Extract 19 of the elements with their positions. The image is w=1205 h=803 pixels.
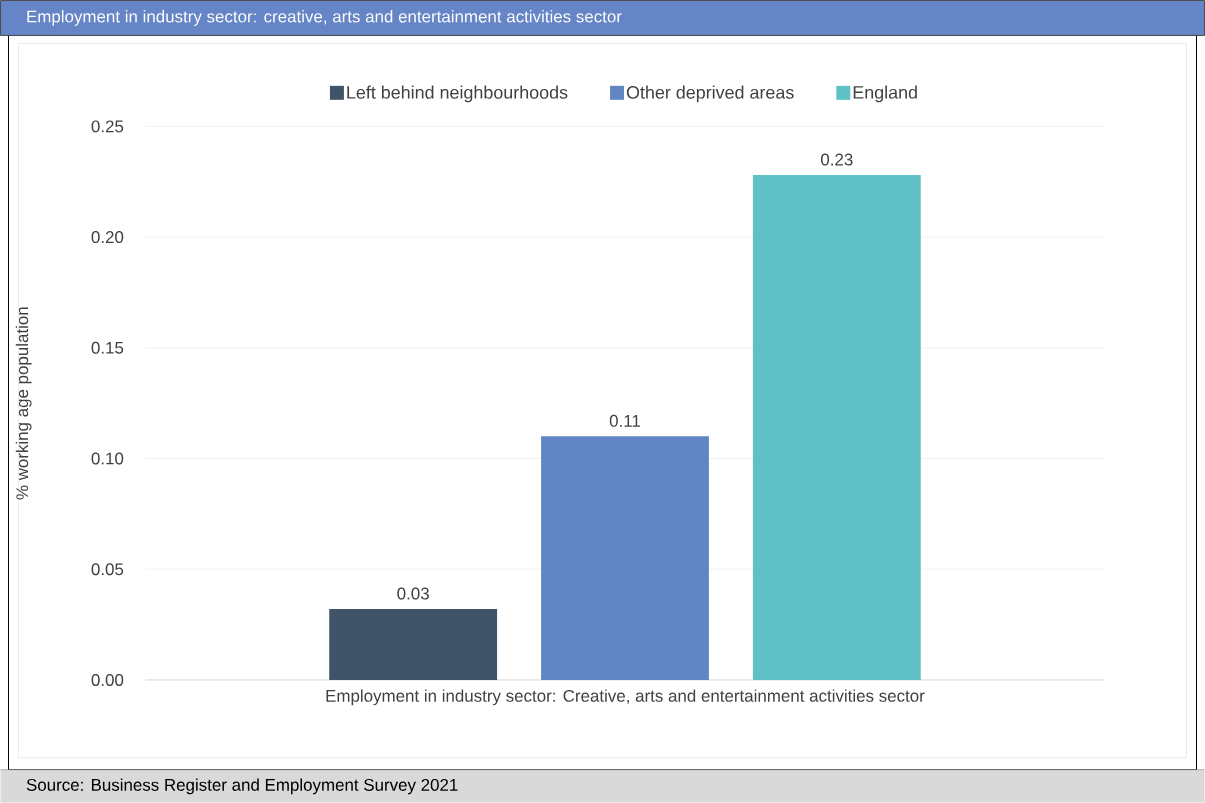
data-label: 0.23 bbox=[821, 153, 853, 166]
legend-label: Left behind neighbourhoods bbox=[347, 85, 568, 103]
y-axis-title: % working age population bbox=[15, 307, 32, 500]
y-tick-label: 0.20 bbox=[91, 231, 124, 244]
y-tick-label: 0.10 bbox=[91, 452, 124, 465]
y-tick-label: 0.25 bbox=[91, 120, 124, 133]
data-label: 0.11 bbox=[609, 414, 641, 427]
y-tick-label: 0.00 bbox=[91, 674, 124, 686]
bar bbox=[329, 609, 498, 681]
source-note: Source: Business Register and Employment Survey 2021 bbox=[26, 778, 458, 795]
bar bbox=[541, 436, 709, 681]
bar bbox=[752, 175, 921, 681]
data-label: 0.03 bbox=[397, 587, 429, 600]
x-tick-label: Employment in industry sector: Creative, arts and entertainment activities sector bbox=[326, 689, 925, 706]
chart-title: Employment in industry sector: creative, arts and entertainment activities sector bbox=[27, 10, 622, 26]
legend-label: England bbox=[853, 85, 917, 103]
y-tick-label: 0.05 bbox=[91, 563, 124, 576]
legend-label: Other deprived areas bbox=[626, 85, 794, 103]
y-tick-label: 0.15 bbox=[91, 341, 124, 354]
